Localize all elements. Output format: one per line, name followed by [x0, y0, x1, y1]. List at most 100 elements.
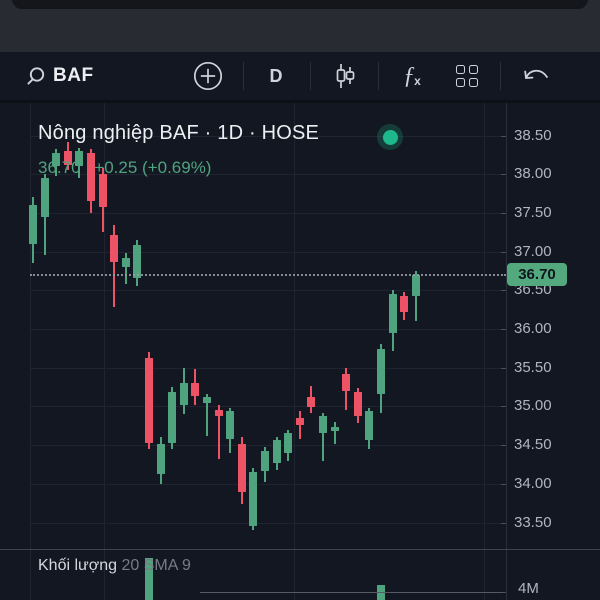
interval-button[interactable]: D — [262, 52, 290, 100]
axis-tick — [501, 174, 506, 176]
candle-wick — [333, 421, 336, 444]
candle — [226, 411, 235, 439]
undo-button[interactable] — [520, 52, 554, 100]
candle — [133, 245, 142, 278]
horizontal-gridline — [30, 406, 506, 408]
volume-axis-label: 4M — [518, 580, 539, 597]
layouts-button[interactable] — [452, 52, 482, 100]
candle — [156, 443, 165, 474]
candle — [400, 295, 409, 312]
volume-sma-label: SMA 9 — [143, 557, 191, 574]
candle — [237, 443, 246, 492]
axis-tick — [501, 135, 506, 137]
dimmed-background — [0, 0, 600, 52]
candle — [145, 357, 153, 443]
undo-icon — [522, 64, 552, 88]
candle — [319, 415, 327, 433]
add-button[interactable] — [192, 52, 224, 100]
candle — [63, 150, 72, 165]
candle — [353, 392, 362, 416]
horizontal-gridline — [30, 212, 506, 214]
indicators-fx-icon: ƒ — [403, 63, 416, 89]
price-change-value: +0.25 (+0.69%) — [94, 158, 212, 177]
horizontal-gridline — [30, 329, 506, 330]
candlestick-style-icon — [331, 62, 359, 90]
axis-tick — [501, 522, 506, 524]
horizontal-gridline — [30, 174, 506, 176]
market-status-dot[interactable] — [377, 124, 403, 150]
vertical-gridline — [30, 103, 31, 600]
volume-sma-line — [200, 592, 503, 593]
candle — [191, 383, 200, 396]
price-axis-border — [506, 103, 507, 600]
horizontal-gridline — [30, 445, 506, 447]
volume-period-value: 20 — [121, 557, 140, 574]
candle — [40, 178, 49, 217]
axis-tick — [501, 592, 506, 593]
horizontal-gridline — [30, 135, 506, 137]
toolbar-divider — [243, 62, 244, 90]
horizontal-gridline — [30, 522, 506, 524]
add-circle-icon — [193, 61, 223, 91]
candle — [365, 411, 374, 441]
symbol-label: BAF — [53, 65, 94, 86]
chart-style-button[interactable] — [330, 52, 360, 100]
volume-legend[interactable]: Khối lượng 20 SMA 9 — [38, 557, 191, 575]
interval-label: D — [269, 65, 283, 86]
candle — [52, 152, 61, 167]
horizontal-gridline — [30, 290, 506, 292]
axis-tick — [501, 329, 506, 330]
horizontal-gridline — [30, 251, 506, 253]
candle — [110, 234, 119, 263]
chart-legend: Nông nghiệp BAF · 1D · HOSE 36.70 +0.25 … — [38, 122, 319, 178]
instrument-title[interactable]: Nông nghiệp BAF · 1D · HOSE — [38, 122, 320, 144]
price-axis-label: 35.50 — [514, 358, 552, 376]
candle — [388, 294, 397, 333]
toolbar-divider — [310, 62, 311, 90]
vertical-gridline — [294, 103, 295, 600]
axis-tick — [501, 445, 506, 447]
candle — [342, 373, 351, 391]
candle — [214, 410, 223, 416]
pane-separator[interactable] — [0, 549, 600, 550]
candle — [330, 426, 339, 432]
toolbar-chart-divider — [0, 100, 600, 103]
candle — [203, 397, 211, 404]
volume-bar — [145, 558, 153, 600]
vertical-gridline — [104, 103, 105, 600]
candle — [284, 432, 293, 453]
candle-wick — [113, 224, 116, 308]
volume-indicator-label: Khối lượng — [38, 557, 118, 574]
candle — [29, 205, 37, 244]
axis-tick — [501, 290, 506, 292]
candle — [98, 174, 107, 207]
toolbar-divider — [378, 62, 379, 90]
symbol-search-button[interactable]: BAF — [26, 52, 104, 100]
candle-wick — [322, 412, 324, 461]
price-change-row: 36.70 +0.25 (+0.69%) — [38, 158, 319, 178]
search-icon — [26, 66, 46, 86]
candle — [249, 472, 258, 527]
candle — [307, 397, 316, 408]
price-axis-label: 34.50 — [514, 436, 552, 454]
horizontal-gridline — [30, 367, 506, 369]
candle — [87, 152, 95, 201]
vertical-gridline — [484, 103, 485, 600]
price-axis-label: 37.50 — [514, 203, 552, 221]
last-price-value: 36.70 — [38, 158, 81, 177]
candle-wick — [124, 253, 127, 285]
candle — [179, 383, 188, 405]
price-axis-label: 33.50 — [514, 513, 552, 531]
candle — [411, 274, 420, 297]
last-price-line — [30, 273, 506, 276]
axis-tick — [501, 212, 506, 214]
axis-tick — [501, 483, 506, 485]
axis-tick — [501, 367, 506, 369]
price-axis-label: 34.00 — [514, 474, 552, 492]
candle — [75, 150, 84, 167]
price-axis-label: 38.50 — [514, 126, 552, 144]
last-price-badge: 36.70 — [507, 263, 567, 287]
